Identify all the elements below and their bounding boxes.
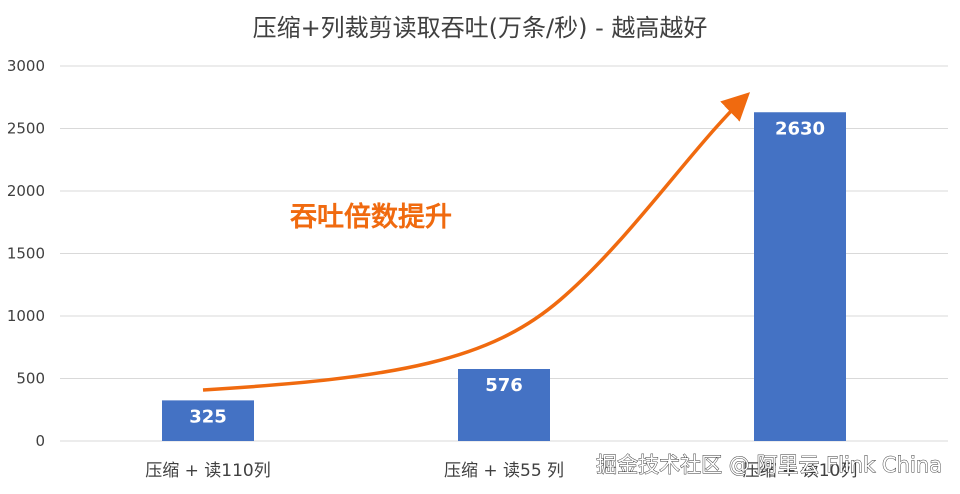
y-tick-label: 500	[16, 370, 45, 388]
data-label: 576	[485, 375, 523, 396]
y-tick-label: 2000	[7, 182, 45, 200]
bar	[162, 400, 254, 441]
x-category-label: 压缩 + 读10列	[743, 461, 858, 481]
bar	[458, 369, 550, 441]
y-tick-label: 0	[35, 432, 45, 450]
trend-arrow	[202, 92, 751, 392]
y-tick-label: 3000	[7, 57, 45, 75]
watermark: 掘金技术社区 @ 阿里云 Flink China	[596, 453, 942, 477]
data-label: 2630	[775, 118, 825, 139]
gridlines	[60, 65, 948, 442]
x-category-label: 压缩 + 读110列	[145, 461, 271, 481]
x-axis-categories: 压缩 + 读110列 压缩 + 读55 列 压缩 + 读10列	[145, 461, 857, 481]
bar	[754, 112, 846, 441]
annotation-label: 吞吐倍数提升	[290, 201, 452, 233]
data-label: 325	[189, 406, 227, 427]
x-category-label: 压缩 + 读55 列	[444, 461, 564, 481]
bars: 325 576 2630	[162, 112, 846, 441]
y-tick-label: 2500	[7, 120, 45, 138]
y-tick-label: 1000	[7, 307, 45, 325]
y-axis-ticks: 0 500 1000 1500 2000 2500 3000	[7, 57, 45, 450]
chart-title: 压缩+列裁剪读取吞吐(万条/秒) - 越高越好	[253, 14, 708, 42]
y-tick-label: 1500	[7, 245, 45, 263]
